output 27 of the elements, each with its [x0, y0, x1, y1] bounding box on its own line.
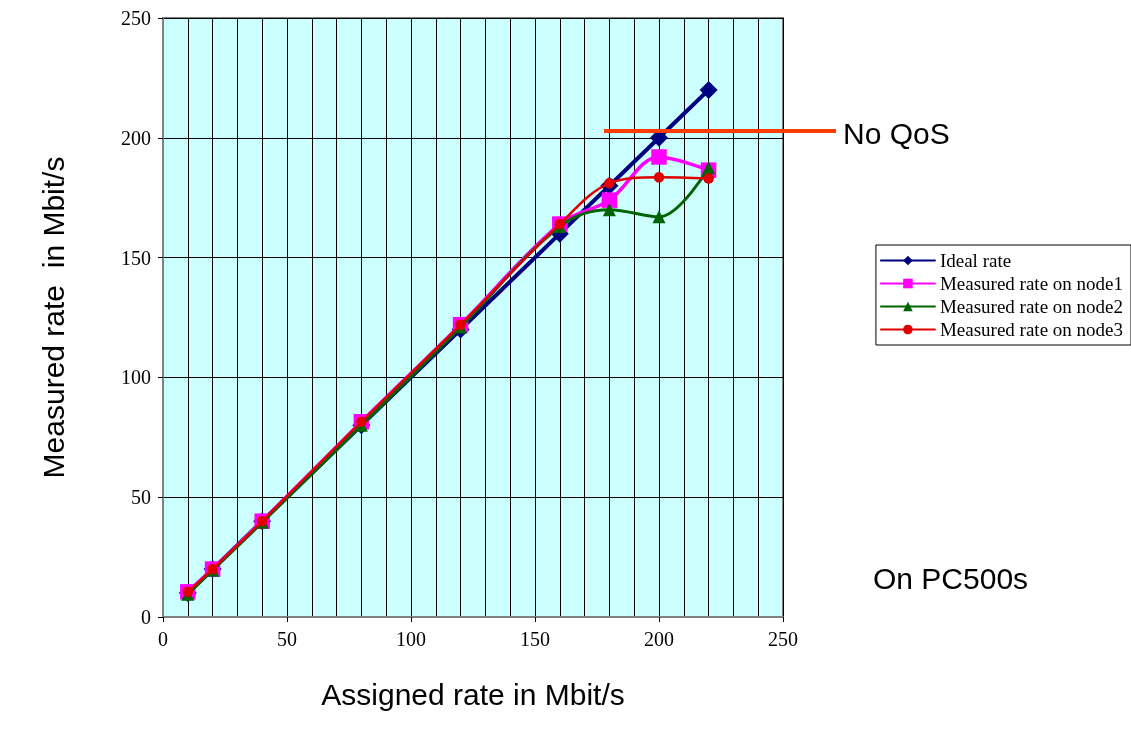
- text: No QoS: [843, 117, 950, 151]
- point: [699, 80, 718, 99]
- x-tick-label: 0: [158, 628, 168, 650]
- legend-label: Measured rate on node1: [939, 273, 1124, 294]
- x-tick-label: 200: [644, 628, 674, 650]
- y-tick-label: 150: [121, 246, 151, 269]
- y-tick-label: 100: [121, 366, 151, 389]
- point: [602, 203, 616, 217]
- x-tick-label: 50: [277, 628, 297, 650]
- point: [601, 192, 618, 208]
- point: [703, 173, 714, 184]
- legend-label: Measured rate on node2: [939, 296, 1124, 317]
- x-tick-label: 150: [520, 628, 550, 650]
- y-tick-label: 200: [121, 126, 151, 149]
- legend-label: Ideal rate: [939, 250, 1012, 271]
- y-tick-label: 50: [131, 486, 151, 509]
- text: On PC500s: [873, 562, 1029, 596]
- y-tick-label: 0: [141, 606, 151, 628]
- x-axis-title: Assigned rate in Mbit/s: [321, 677, 625, 711]
- legend-label: Measured rate on node3: [939, 319, 1124, 340]
- point: [652, 210, 666, 224]
- point: [653, 172, 665, 183]
- point: [651, 149, 667, 165]
- x-tick-label: 250: [768, 628, 798, 650]
- y-axis-title: Measured rate in Mbit/s: [36, 156, 70, 479]
- y-tick-label: 250: [121, 7, 151, 29]
- x-tick-label: 100: [396, 628, 426, 650]
